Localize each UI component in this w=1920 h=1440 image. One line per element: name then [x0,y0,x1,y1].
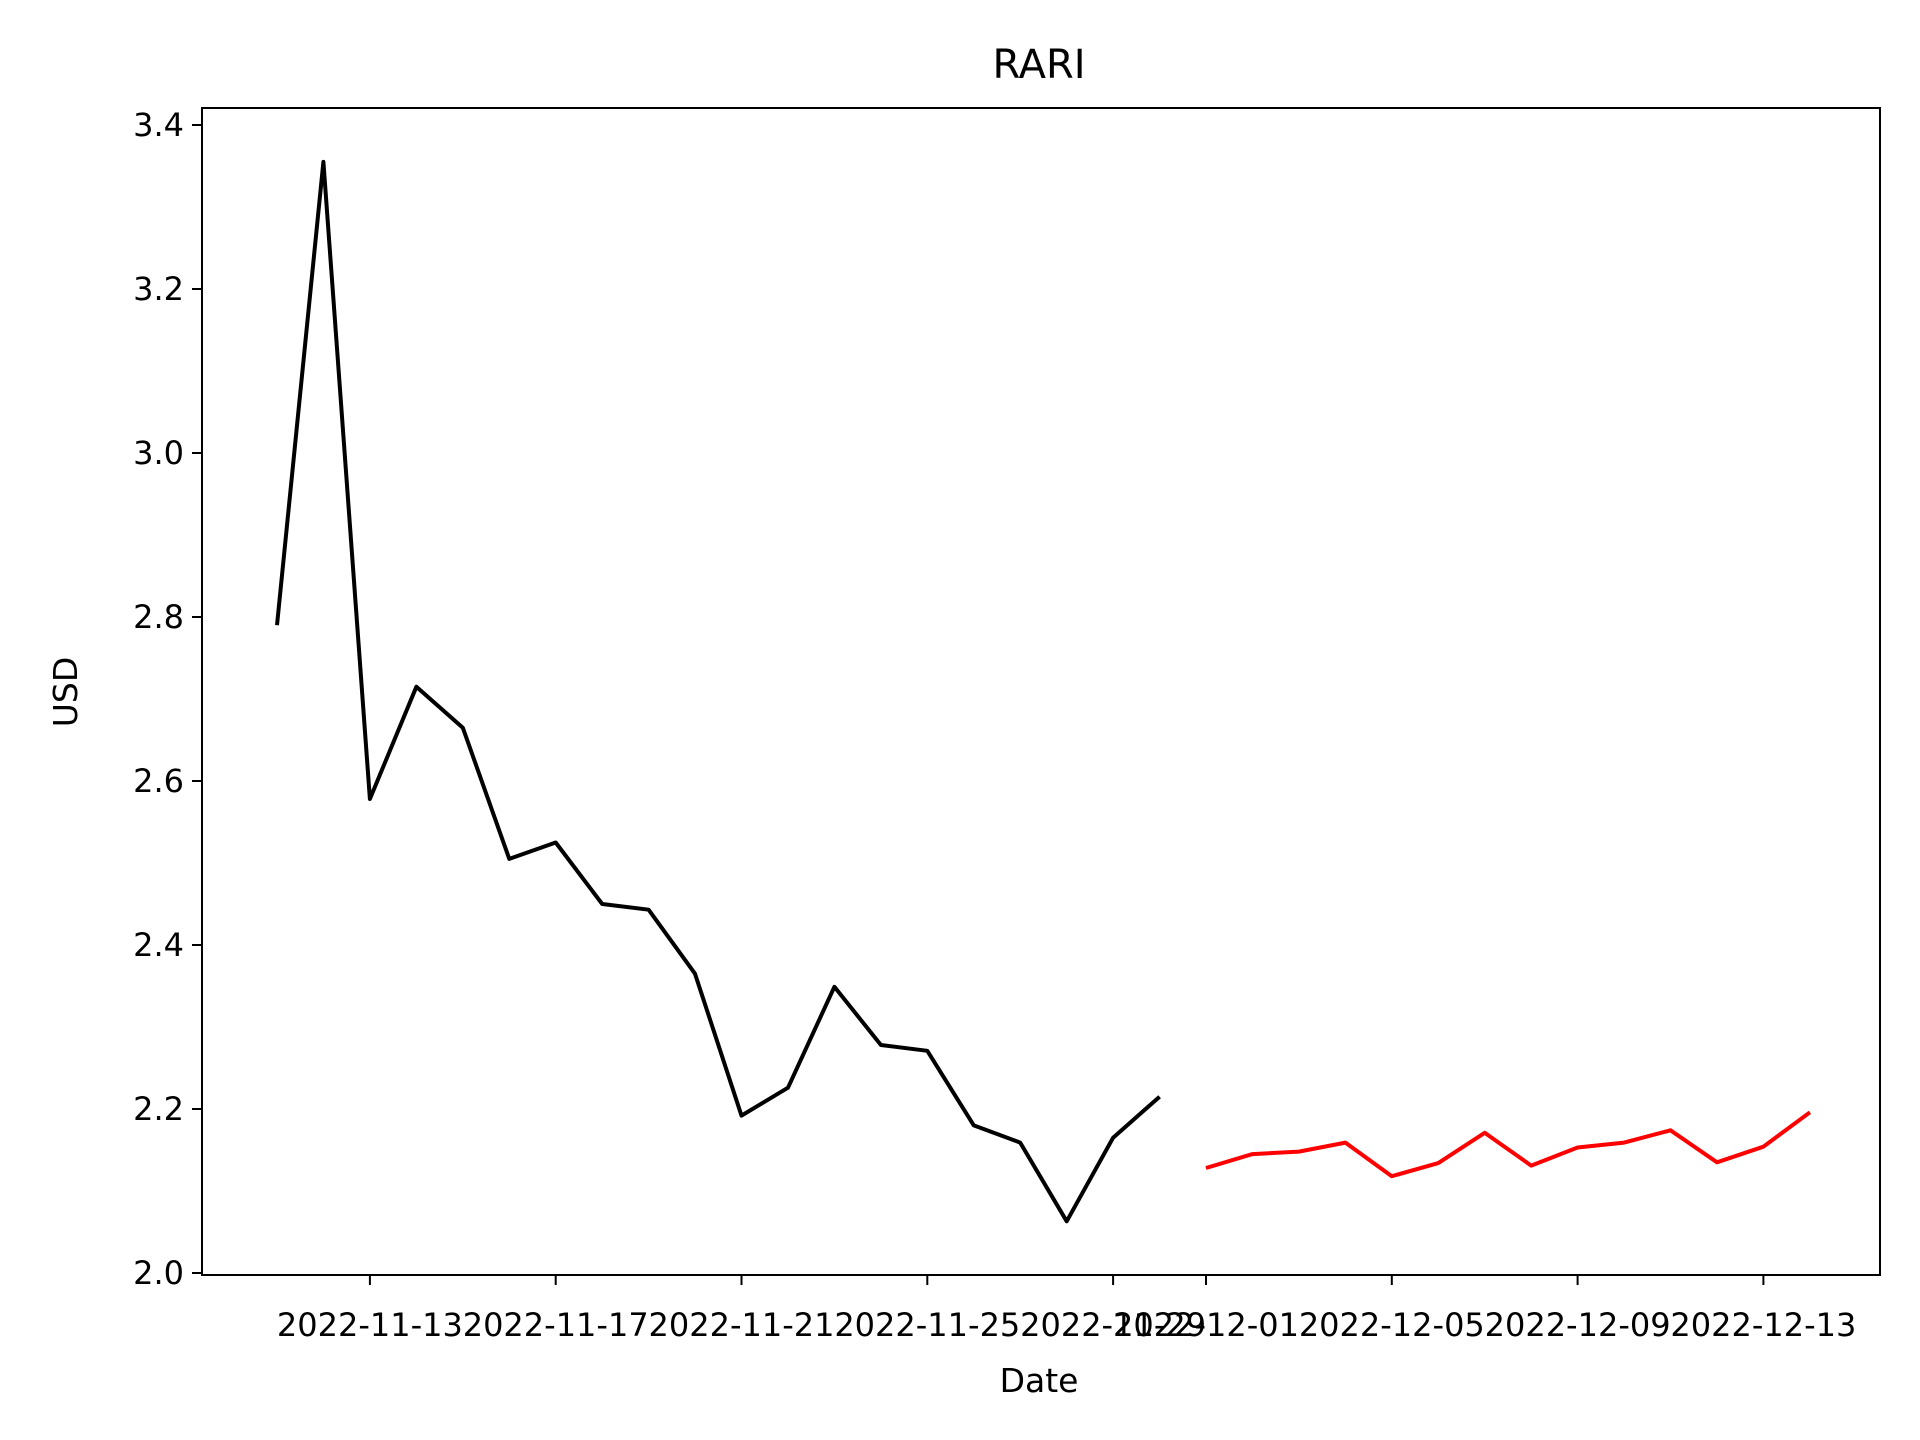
x-tick-label: 2022-11-13 [277,1306,463,1344]
x-tick-label: 2022-11-29 [1020,1306,1206,1344]
x-axis: 2022-11-13 2022-11-17 2022-11-21 2022-11-25… [277,1275,1856,1344]
x-axis-label: Date [1000,1361,1079,1400]
x-tick-label: 2022-12-01 [1113,1306,1299,1344]
y-tick-label: 3.0 [133,434,184,472]
plot-area [275,159,1812,1224]
y-tick-label: 2.8 [133,598,184,636]
y-tick-label: 3.2 [133,270,184,308]
y-axis-label: USD [46,657,85,728]
x-tick-label: 2022-12-09 [1485,1306,1671,1344]
series-line-1 [275,159,1161,1224]
x-tick-label: 2022-11-25 [834,1306,1020,1344]
x-tick-label: 2022-11-21 [649,1306,835,1344]
x-tick-label: 2022-12-13 [1670,1306,1856,1344]
y-axis: 2.0 2.2 2.4 2.6 2.8 3.0 3.2 3.4 [133,106,202,1292]
y-tick-label: 2.2 [133,1090,184,1128]
y-tick-label: 3.4 [133,106,184,144]
y-tick-label: 2.4 [133,926,184,964]
x-tick-label: 2022-12-05 [1299,1306,1485,1344]
chart-title: RARI [992,42,1085,88]
series-line-2 [1205,1110,1812,1179]
plot-frame [201,107,1881,1276]
y-tick-label: 2.0 [133,1254,184,1292]
x-tick-label: 2022-11-17 [463,1306,649,1344]
y-tick-label: 2.6 [133,762,184,800]
